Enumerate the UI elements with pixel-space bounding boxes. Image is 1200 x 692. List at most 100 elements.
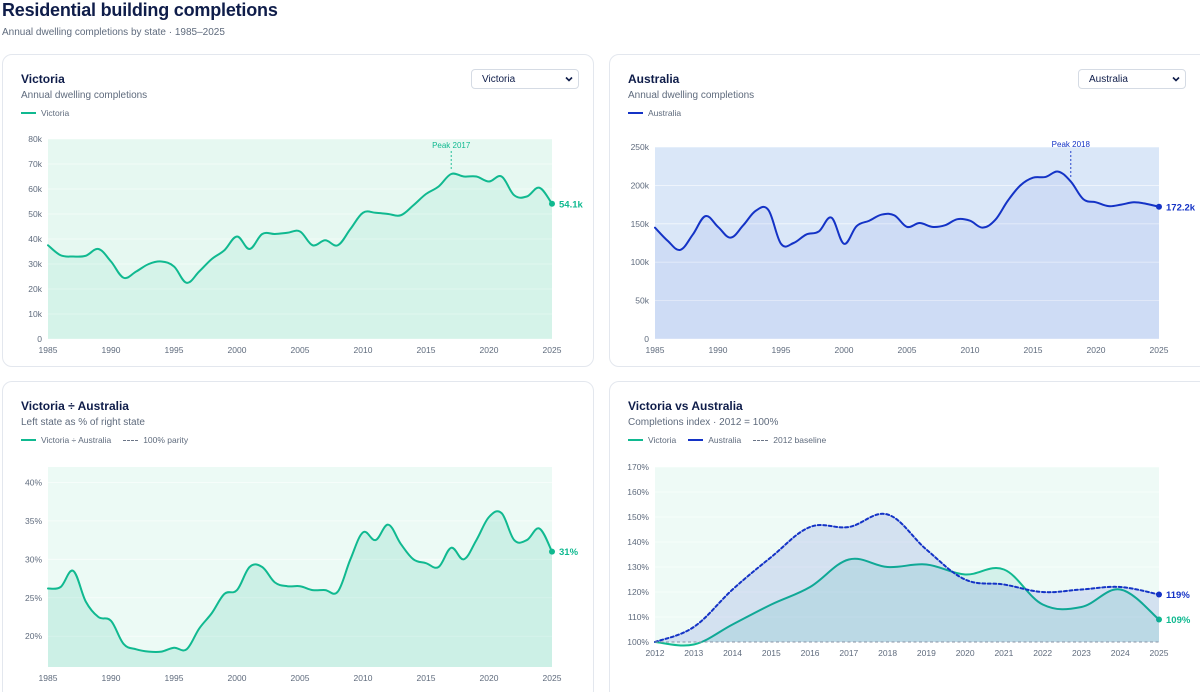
y-tick-label: 50k — [635, 296, 649, 306]
x-tick-label: 1995 — [165, 345, 184, 355]
y-tick-label: 60k — [28, 184, 42, 194]
panel-title: Australia — [628, 72, 680, 86]
end-value-label: 54.1k — [559, 199, 583, 210]
series-area — [655, 171, 1159, 339]
plot-background — [655, 467, 1159, 642]
end-value-label-victoria: 109% — [1166, 615, 1191, 626]
plot-background — [48, 467, 552, 667]
peak-label: Peak 2017 — [432, 141, 471, 150]
x-tick-label: 2020 — [480, 345, 499, 355]
end-marker — [1156, 616, 1162, 623]
y-tick-label: 110% — [628, 612, 650, 622]
chevron-down-icon — [560, 70, 578, 88]
y-tick-label: 30k — [28, 259, 42, 269]
series-area — [655, 558, 1159, 646]
series-line — [654, 170, 1160, 251]
panel-title: Victoria vs Australia — [628, 399, 743, 413]
legend-label: Australia — [708, 435, 742, 445]
legend: Victoria ÷ Australia 100% parity — [21, 435, 188, 445]
legend-label: Victoria ÷ Australia — [41, 435, 112, 445]
legend-swatch — [628, 112, 643, 114]
x-tick-label: 2012 — [646, 648, 665, 658]
y-tick-label: 40k — [28, 234, 42, 244]
panel-title: Victoria ÷ Australia — [21, 399, 129, 413]
select-value: Victoria — [482, 73, 516, 85]
x-tick-label: 2021 — [994, 648, 1013, 658]
series-area — [48, 511, 552, 667]
x-tick-label: 2020 — [480, 673, 499, 683]
end-marker — [549, 200, 555, 207]
legend-swatch — [753, 439, 769, 441]
panel-aus: Australia Annual dwelling completions Au… — [609, 54, 1200, 367]
end-marker — [1156, 591, 1162, 598]
x-tick-label: 1990 — [102, 673, 121, 683]
state-select[interactable]: Australia — [1078, 69, 1186, 89]
legend-item-ratio: Victoria ÷ Australia — [21, 435, 111, 445]
legend-label: 2012 baseline — [773, 435, 827, 445]
plot-background — [655, 147, 1159, 339]
y-tick-label: 20k — [28, 284, 42, 294]
page-subtitle: Annual dwelling completions by state · 1… — [2, 27, 225, 38]
y-tick-label: 160% — [627, 487, 649, 497]
x-tick-label: 2015 — [762, 648, 781, 658]
chevron-down-icon — [1167, 70, 1185, 88]
x-tick-label: 2010 — [354, 345, 373, 355]
y-tick-label: 20% — [25, 631, 42, 641]
x-tick-label: 2025 — [543, 345, 562, 355]
legend-item-australia: Australia — [628, 108, 681, 118]
x-tick-label: 2020 — [956, 648, 975, 658]
legend-label: Australia — [648, 108, 682, 118]
legend-item-parity: 100% parity — [123, 435, 188, 445]
x-tick-label: 1985 — [646, 345, 665, 355]
x-tick-label: 2020 — [1087, 345, 1106, 355]
y-tick-label: 120% — [627, 587, 649, 597]
panel-subtitle: Completions index · 2012 = 100% — [628, 417, 779, 428]
end-marker — [1156, 203, 1162, 210]
x-tick-label: 2014 — [723, 648, 742, 658]
legend-label: Victoria — [648, 435, 677, 445]
x-tick-label: 1995 — [772, 345, 791, 355]
x-tick-label: 1995 — [165, 673, 184, 683]
legend-item-victoria: Victoria — [628, 435, 676, 445]
page-title: Residential building completions — [2, 0, 278, 20]
x-tick-label: 2013 — [684, 648, 703, 658]
x-tick-label: 2016 — [801, 648, 820, 658]
select-value: Australia — [1089, 73, 1128, 85]
y-tick-label: 70k — [28, 159, 42, 169]
state-select[interactable]: Victoria — [471, 69, 579, 89]
legend-swatch — [628, 439, 643, 441]
legend-swatch — [21, 112, 36, 114]
y-tick-label: 130% — [627, 562, 649, 572]
y-tick-label: 100k — [631, 257, 650, 267]
chart-ratio: 20% 25% 30% 35% 40% 1985 1990 1995 2000 2005 2010 2… — [25, 467, 579, 683]
y-tick-label: 150k — [631, 219, 650, 229]
y-tick-label: 140% — [627, 537, 649, 547]
series-line — [654, 512, 1160, 643]
legend-swatch — [21, 439, 36, 441]
y-tick-label: 150% — [627, 512, 649, 522]
legend-item-australia: Australia — [688, 435, 741, 445]
x-tick-label: 1990 — [709, 345, 728, 355]
y-tick-label: 100% — [627, 637, 649, 647]
x-tick-label: 2000 — [228, 673, 247, 683]
y-tick-label: 10k — [28, 309, 42, 319]
x-tick-label: 2005 — [898, 345, 917, 355]
x-tick-label: 2015 — [417, 345, 436, 355]
panel-subtitle: Annual dwelling completions — [21, 90, 148, 101]
legend-swatch — [123, 439, 139, 441]
panel-subtitle: Left state as % of right state — [21, 417, 145, 428]
series-line — [47, 172, 553, 284]
x-tick-label: 2025 — [543, 673, 562, 683]
y-tick-label: 170% — [627, 462, 649, 472]
x-tick-label: 2000 — [228, 345, 247, 355]
end-value-label: 31% — [559, 547, 579, 558]
y-tick-label: 50k — [28, 209, 42, 219]
y-tick-label: 250k — [631, 142, 650, 152]
legend: Australia — [628, 108, 681, 118]
x-tick-label: 2018 — [878, 648, 897, 658]
y-tick-label: 200k — [631, 180, 650, 190]
panel-vic: Victoria Annual dwelling completions Vic… — [2, 54, 594, 367]
end-marker — [549, 548, 555, 555]
y-tick-label: 80k — [28, 134, 42, 144]
legend: Victoria Australia 2012 baseline — [628, 435, 826, 445]
